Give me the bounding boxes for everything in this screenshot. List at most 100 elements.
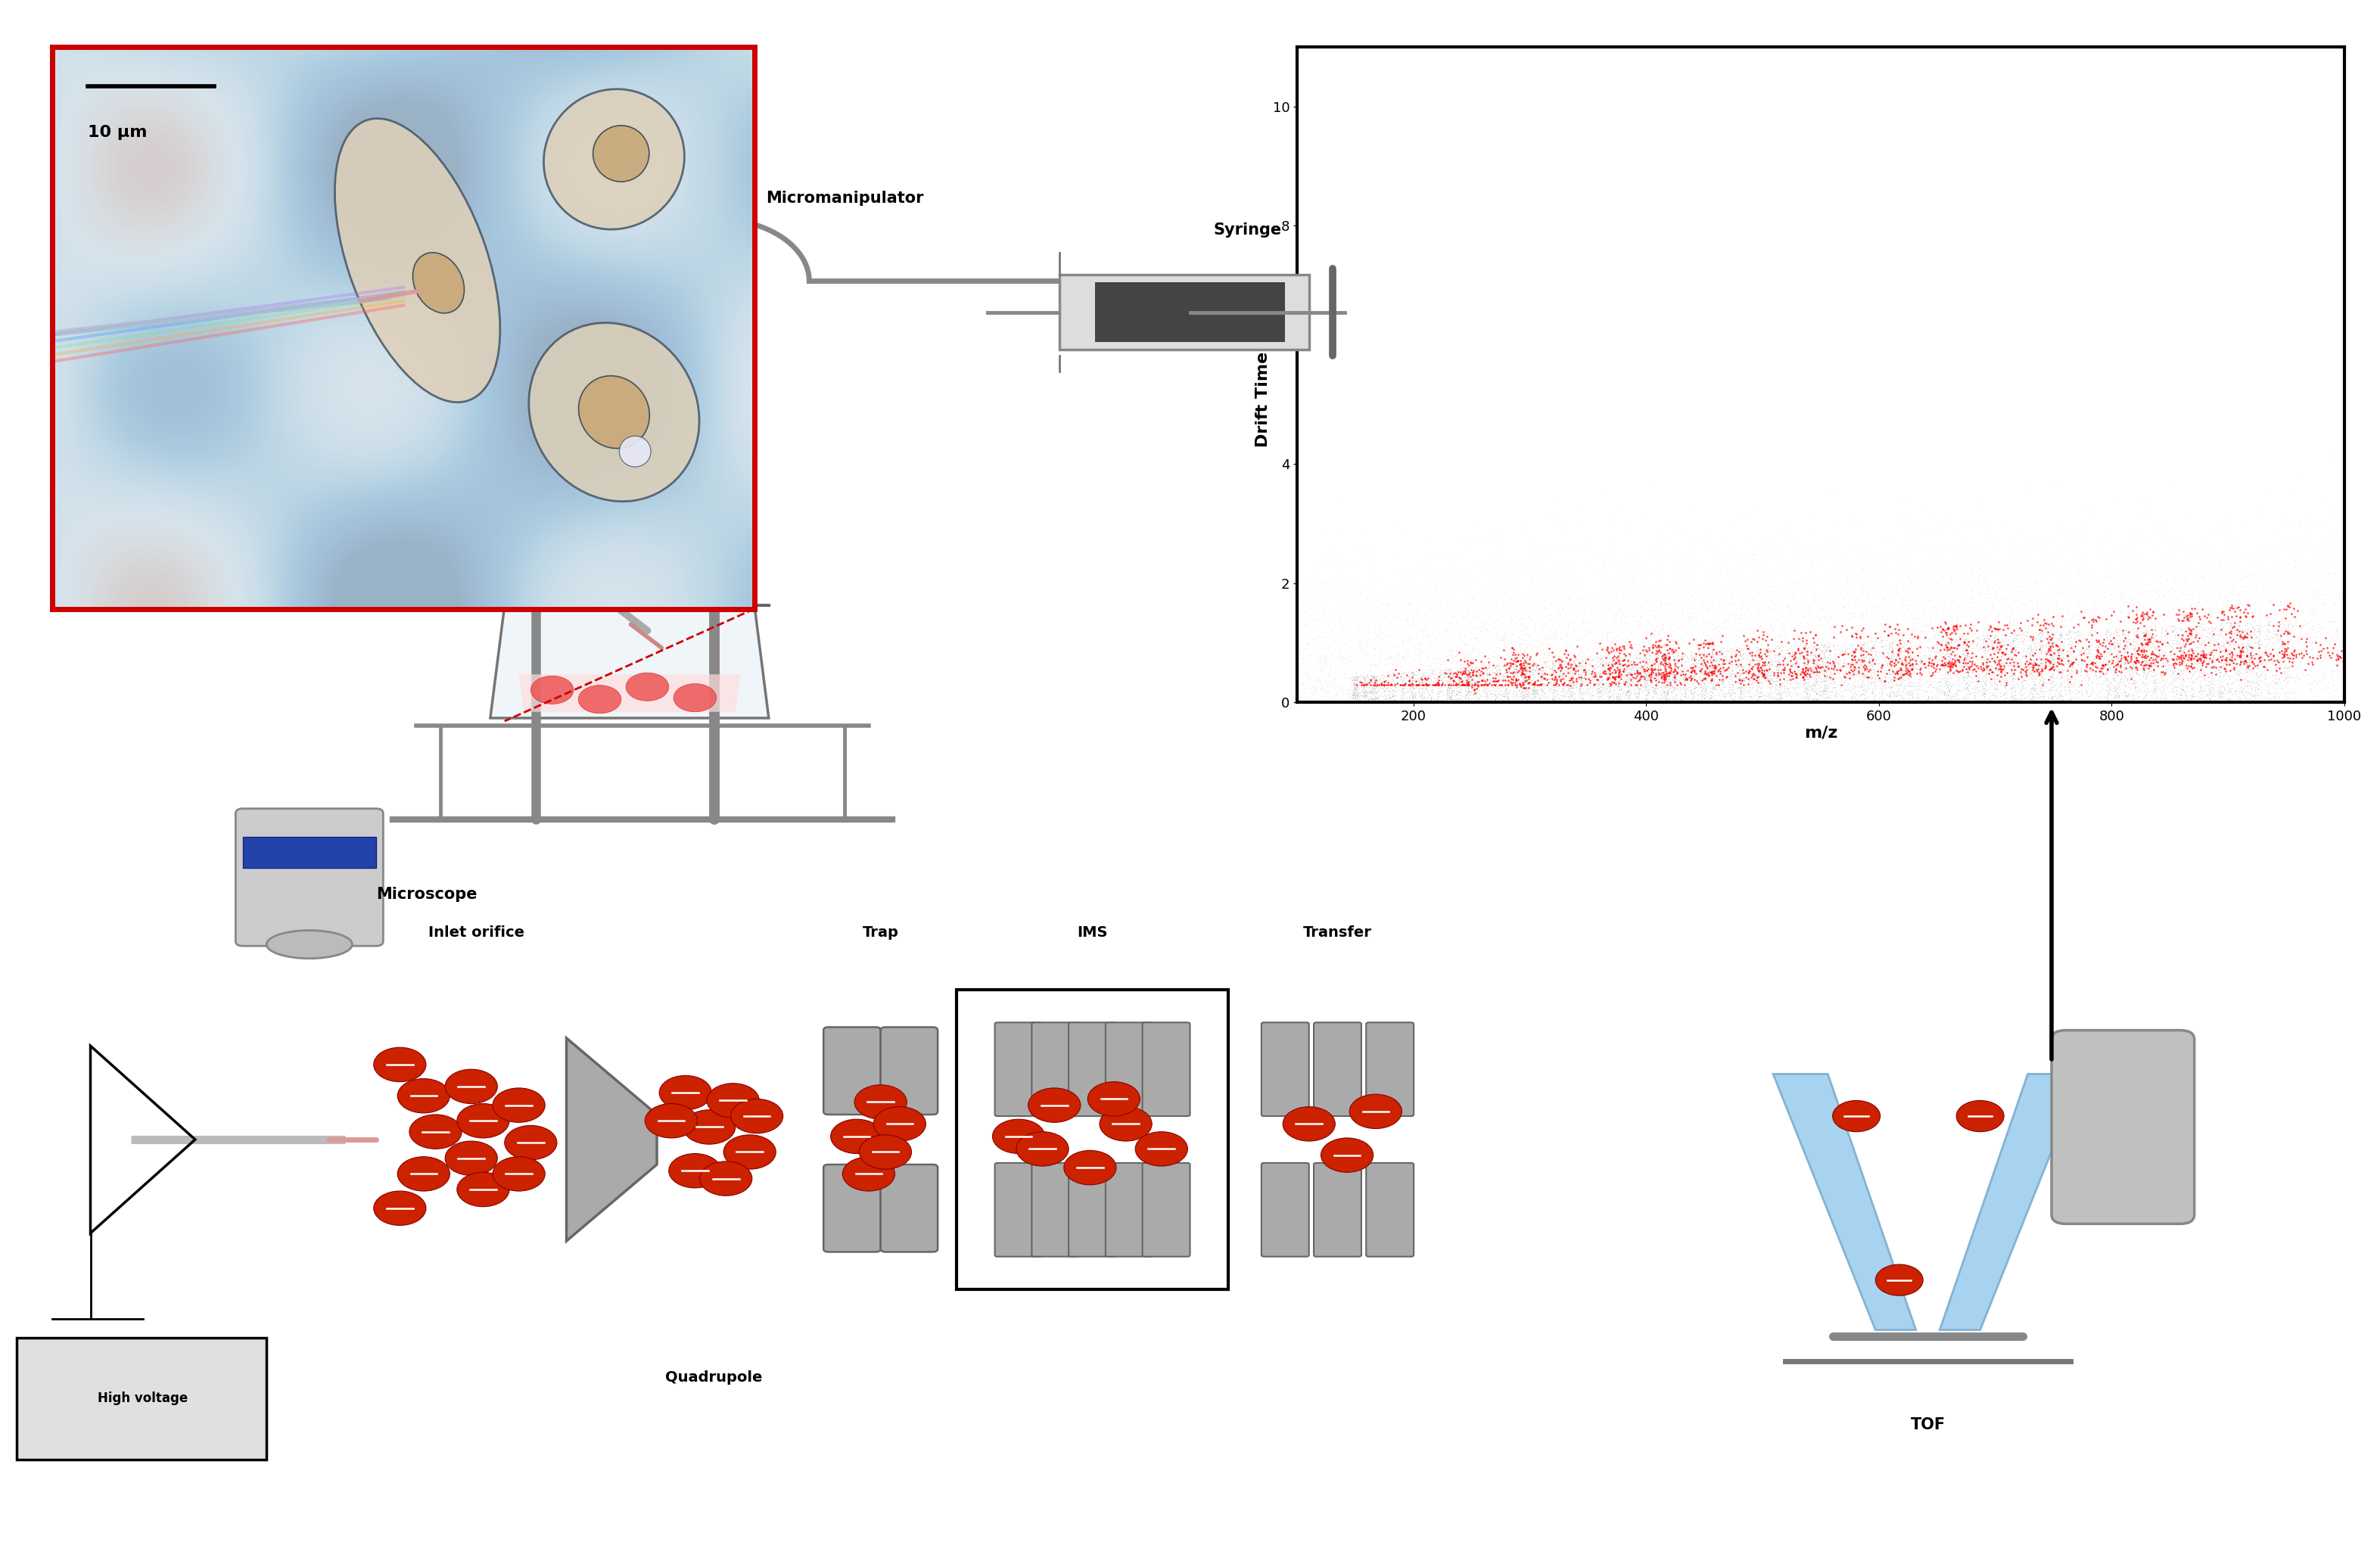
Point	[1514, 660, 1552, 685]
Point	[2216, 651, 2254, 676]
Point	[1985, 612, 2023, 637]
Point	[1864, 690, 1902, 715]
Point	[1330, 668, 1368, 693]
Point	[1925, 651, 1964, 676]
Point	[1599, 601, 1637, 626]
Point	[2304, 684, 2342, 709]
Point	[2099, 620, 2137, 645]
Point	[2192, 642, 2230, 667]
Point	[1890, 640, 1928, 665]
Point	[1785, 690, 1823, 715]
Point	[1495, 684, 1533, 709]
Point	[2199, 674, 2237, 699]
Point	[2040, 657, 2078, 682]
Point	[1954, 690, 1992, 715]
Point	[1552, 688, 1590, 713]
Point	[1576, 601, 1614, 626]
Point	[2197, 684, 2235, 709]
Point	[1687, 649, 1726, 674]
Point	[2259, 620, 2297, 645]
Point	[2116, 652, 2154, 677]
Point	[1642, 582, 1680, 607]
Point	[1378, 626, 1416, 651]
Point	[1914, 635, 1952, 660]
Point	[1778, 690, 1816, 715]
Point	[1497, 667, 1535, 692]
Point	[1676, 643, 1714, 668]
Point	[1557, 667, 1595, 692]
Point	[1866, 659, 1904, 684]
Point	[1573, 668, 1611, 693]
Point	[2216, 690, 2254, 715]
Point	[1726, 612, 1764, 637]
Point	[1330, 553, 1368, 578]
Point	[2044, 687, 2082, 712]
Point	[1488, 670, 1526, 695]
Point	[1933, 609, 1971, 634]
Point	[2042, 624, 2080, 649]
Point	[2213, 648, 2251, 673]
Point	[1804, 677, 1842, 702]
Point	[2135, 640, 2173, 665]
Point	[1706, 682, 1745, 707]
Point	[1280, 638, 1319, 663]
Point	[1890, 640, 1928, 665]
Point	[1959, 570, 1997, 595]
Point	[1547, 645, 1585, 670]
Point	[1911, 613, 1949, 638]
Point	[2113, 626, 2152, 651]
Point	[2318, 690, 2356, 715]
Point	[1702, 610, 1740, 635]
Point	[1421, 652, 1459, 677]
Point	[1809, 657, 1847, 682]
Point	[2052, 620, 2090, 645]
Point	[1806, 688, 1844, 713]
Point	[1664, 599, 1702, 624]
Point	[1935, 626, 1973, 651]
Point	[1280, 654, 1319, 679]
Point	[1737, 670, 1775, 695]
Point	[2249, 643, 2287, 668]
Point	[1604, 690, 1642, 715]
Point	[2085, 690, 2123, 715]
Point	[1499, 690, 1537, 715]
Point	[2235, 674, 2273, 699]
Point	[1647, 690, 1685, 715]
Point	[1721, 677, 1759, 702]
Point	[1497, 657, 1535, 682]
Point	[2002, 665, 2040, 690]
Point	[2097, 632, 2135, 657]
Point	[1773, 690, 1811, 715]
Point	[1335, 690, 1373, 715]
Point	[2190, 629, 2228, 654]
Point	[1618, 637, 1656, 662]
Point	[1756, 677, 1795, 702]
Point	[1485, 638, 1523, 663]
Point	[1628, 690, 1666, 715]
Point	[1340, 657, 1378, 682]
Point	[1521, 657, 1559, 682]
Point	[1930, 690, 1968, 715]
Point	[1364, 690, 1402, 715]
Point	[1354, 671, 1392, 696]
Point	[1711, 684, 1749, 709]
Point	[1797, 652, 1835, 677]
Point	[1597, 649, 1635, 674]
Point	[1752, 652, 1790, 677]
Point	[1511, 690, 1549, 715]
Point	[2033, 690, 2071, 715]
Point	[1371, 690, 1409, 715]
Point	[2180, 629, 2218, 654]
Point	[2049, 640, 2087, 665]
Point	[1704, 690, 1742, 715]
Point	[1814, 646, 1852, 671]
Point	[1787, 638, 1825, 663]
Point	[2149, 595, 2187, 620]
Point	[1457, 671, 1495, 696]
Point	[2049, 674, 2087, 699]
Point	[1761, 690, 1799, 715]
Point	[1319, 635, 1357, 660]
Point	[1609, 685, 1647, 710]
Point	[2299, 640, 2337, 665]
Point	[2128, 599, 2166, 624]
